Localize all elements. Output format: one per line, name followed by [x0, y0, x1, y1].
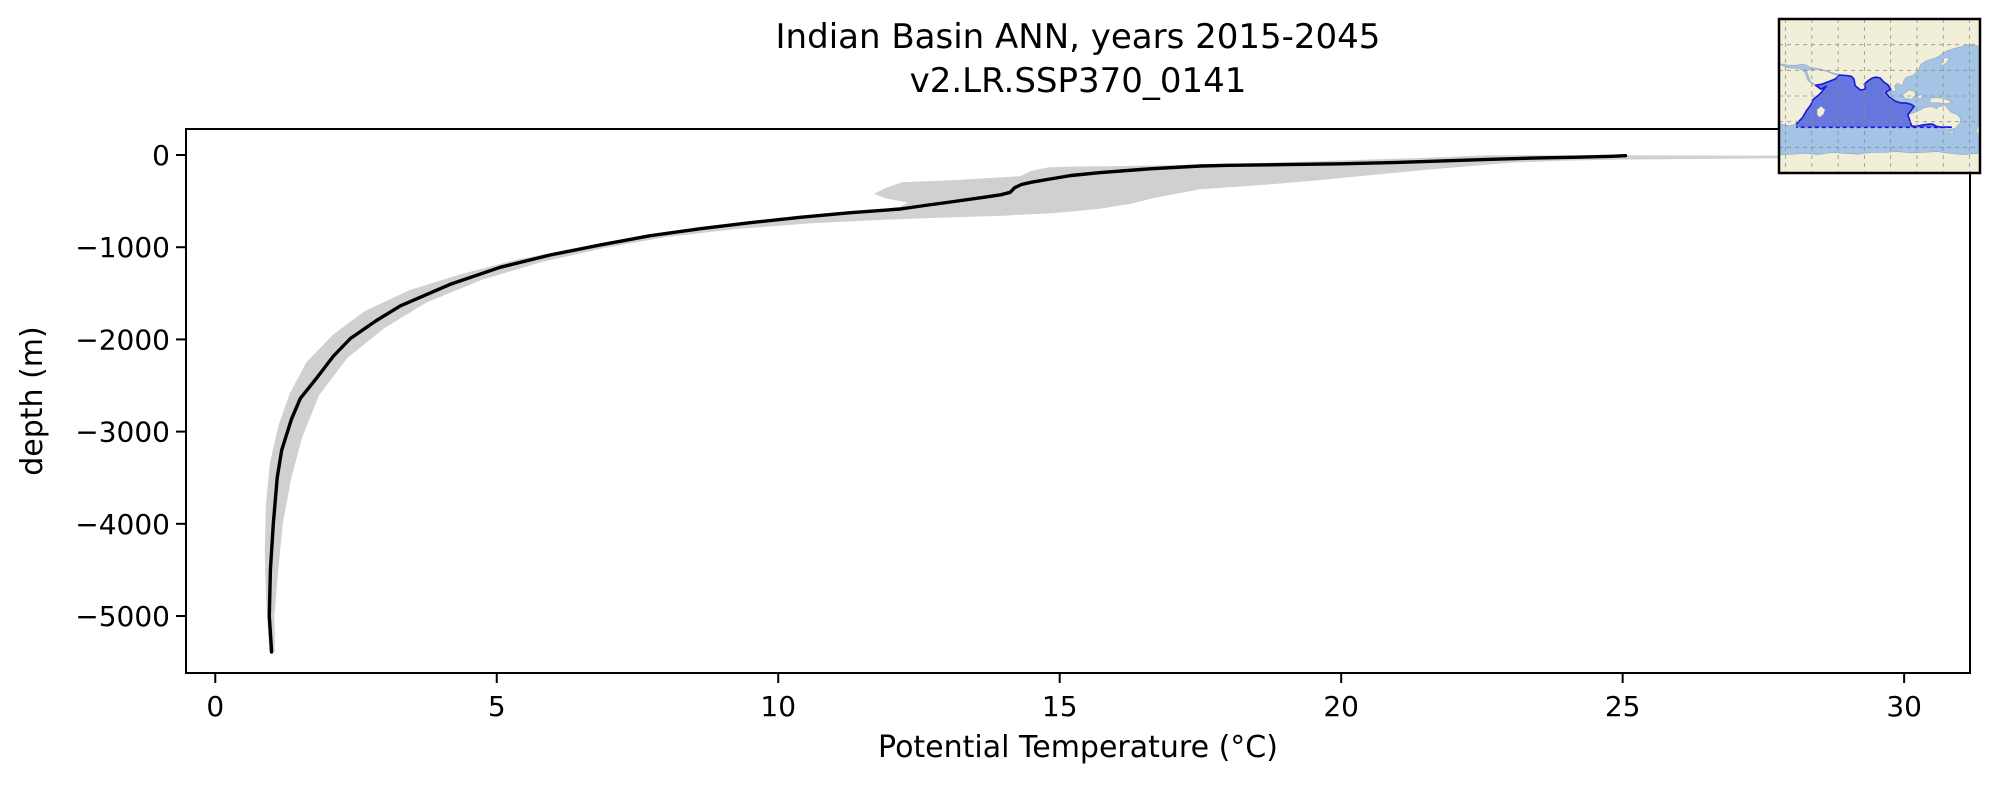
chart-title: Indian Basin ANN, years 2015-2045 — [776, 17, 1381, 57]
inset-map-indian-basin — [1777, 17, 1982, 175]
x-tick-label: 10 — [760, 690, 796, 723]
y-tick-label: 0 — [152, 139, 170, 172]
inset-frame — [1777, 17, 1982, 175]
land-japan — [1940, 57, 1951, 67]
y-tick-label: −3000 — [75, 416, 170, 449]
plot-frame — [185, 128, 1971, 674]
y-tick-label: −5000 — [75, 600, 170, 633]
x-tick-label: 25 — [1605, 690, 1641, 723]
y-tick-label: −2000 — [75, 323, 170, 356]
std-band-layer — [264, 155, 1936, 652]
land-tasmania — [1948, 130, 1955, 134]
x-tick-label: 0 — [206, 690, 224, 723]
x-tick-label: 5 — [488, 690, 506, 723]
chart-subtitle: v2.LR.SSP370_0141 — [910, 61, 1247, 101]
mean-line-layer — [267, 154, 1628, 654]
basin-fill — [1796, 75, 1952, 128]
land-borneo — [1902, 89, 1916, 100]
land-antarctica — [1779, 151, 1980, 173]
x-tick-label: 15 — [1042, 690, 1078, 723]
y-axis-ticks: 0 −1000 −2000 −3000 −4000 −5000 — [75, 139, 186, 633]
x-axis-ticks: 0 5 10 15 20 25 30 — [206, 673, 1922, 723]
y-axis-label: depth (m) — [15, 326, 50, 476]
inset-map-content — [1779, 19, 1980, 173]
y-tick-label: −1000 — [75, 231, 170, 264]
y-tick-label: −4000 — [75, 508, 170, 541]
land-new-guinea — [1929, 97, 1954, 105]
mean-temperature-line — [267, 154, 1628, 654]
x-tick-label: 20 — [1323, 690, 1359, 723]
x-axis-label: Potential Temperature (°C) — [878, 730, 1278, 765]
x-tick-label: 30 — [1886, 690, 1922, 723]
land-madagascar — [1816, 105, 1826, 118]
std-band — [264, 155, 1936, 652]
